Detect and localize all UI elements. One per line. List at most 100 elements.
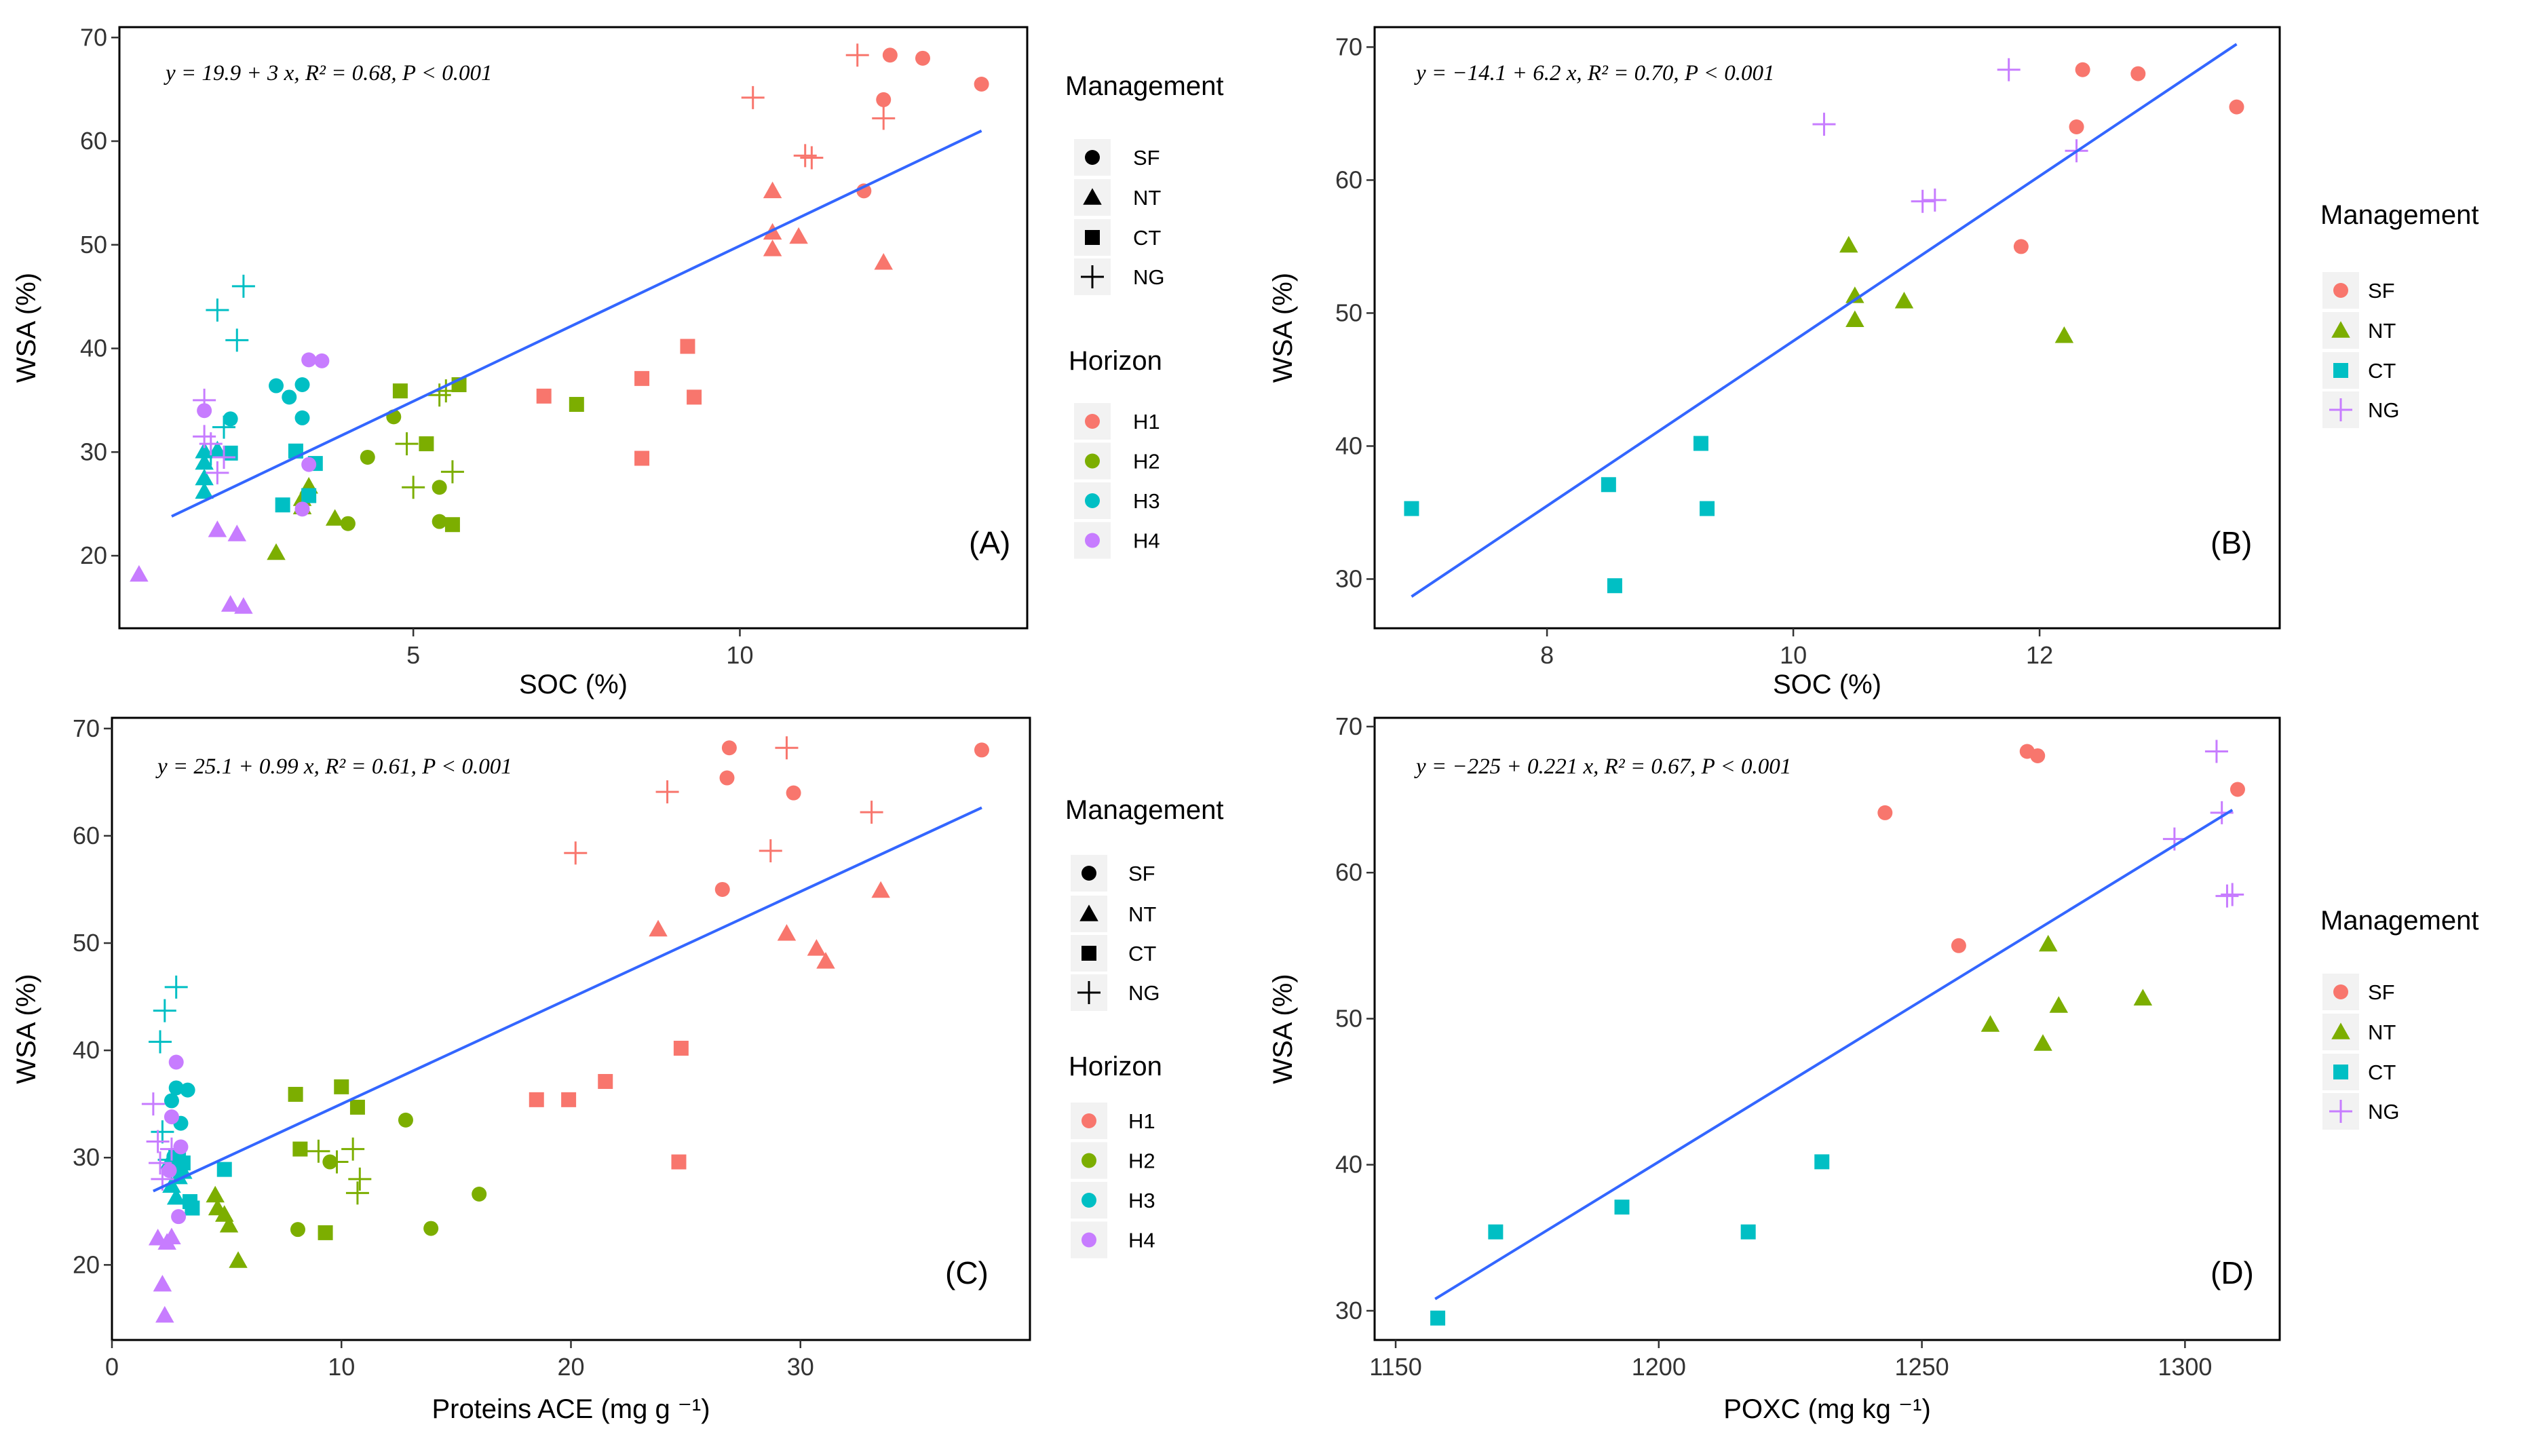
data-point [871, 881, 890, 898]
data-point [2054, 326, 2074, 343]
data-point [180, 1082, 195, 1098]
y-tick-label: 60 [73, 822, 100, 849]
data-point [275, 497, 290, 513]
legend-glyph-h1 [1085, 414, 1100, 429]
data-point [1951, 938, 1966, 953]
legend-label-ct: CT [1133, 226, 1161, 250]
legend-title-management: Management [1065, 795, 1223, 825]
y-axis-title: WSA (%) [12, 974, 41, 1084]
x-axis-title: SOC (%) [519, 670, 628, 700]
legend-label-ct: CT [2368, 359, 2396, 383]
data-point [221, 595, 240, 612]
legend: Management SF NT CT NG Horizon H1 H2 H3 H4 [1065, 71, 1223, 559]
data-point [212, 415, 236, 439]
y-tick-label: 70 [1335, 712, 1362, 740]
data-point [598, 1073, 613, 1089]
data-point [168, 1080, 184, 1096]
data-point [1980, 1015, 2000, 1032]
x-tick-label: 8 [1540, 641, 1554, 669]
legend-glyph-h2 [1082, 1153, 1096, 1168]
data-point [1814, 1154, 1830, 1170]
regression-equation: y = 19.9 + 3 x, R² = 0.68, P < 0.001 [164, 61, 492, 85]
data-point [419, 436, 434, 452]
legend-glyph-sf [1085, 150, 1100, 165]
data-point [1430, 1310, 1446, 1326]
data-point [1877, 805, 1893, 820]
data-point [634, 370, 650, 386]
legend: Management SF NT CT NG [2320, 906, 2479, 1130]
data-point [267, 543, 286, 560]
legend-glyph-ng [1081, 265, 1104, 288]
y-tick-label: 20 [80, 541, 107, 569]
legend-title-horizon: Horizon [1069, 346, 1162, 376]
legend-glyph-sf [1082, 866, 1096, 881]
data-point [155, 1305, 174, 1323]
y-tick-label: 50 [80, 231, 107, 258]
legend-glyph-h1 [1082, 1113, 1096, 1128]
data-point [2204, 740, 2228, 763]
x-tick-label: 1150 [1369, 1353, 1421, 1381]
legend-label-sf: SF [2368, 279, 2395, 303]
y-tick-label: 30 [73, 1143, 100, 1171]
data-point [193, 388, 216, 412]
y-tick-label: 60 [1335, 858, 1362, 886]
y-tick-label: 20 [73, 1250, 100, 1278]
regression-equation: y = −225 + 0.221 x, R² = 0.67, P < 0.001 [1414, 754, 1791, 779]
data-point [655, 780, 679, 804]
data-point [2069, 119, 2084, 135]
legend-label-ct: CT [2368, 1060, 2396, 1084]
data-point [2229, 99, 2244, 115]
data-point [1911, 189, 1934, 213]
legend-label-ct: CT [1128, 942, 1156, 965]
legend-glyph-nt [2331, 1022, 2350, 1039]
legend-glyph-ng [1077, 981, 1101, 1004]
chart-panel-b: 30 40 50 60 70 8 10 12 SOC (%) WSA (%) y = −14.1 +… [1268, 26, 2479, 700]
data-point [294, 377, 310, 393]
legend-label-nt: NT [2368, 319, 2396, 343]
legend-title-management: Management [2320, 906, 2479, 936]
data-point [1845, 310, 1864, 327]
data-point [2221, 883, 2244, 906]
data-point [173, 1139, 189, 1155]
legend-label-sf: SF [2368, 980, 2395, 1004]
data-point [1894, 292, 1914, 309]
data-point [301, 488, 317, 503]
data-point [793, 144, 817, 168]
data-point [649, 919, 668, 937]
regression-line [153, 806, 982, 1193]
data-point [325, 509, 345, 526]
x-tick-label: 10 [726, 641, 753, 669]
legend-label-h4: H4 [1133, 529, 1160, 553]
data-point [440, 460, 464, 484]
data-point [874, 253, 893, 270]
legend-glyph-ct [2333, 363, 2348, 378]
data-point [2038, 934, 2058, 952]
plot-border [111, 716, 1031, 1341]
panel-label: (C) [945, 1255, 989, 1290]
x-tick-label: 1300 [2158, 1353, 2212, 1381]
legend-label-h3: H3 [1133, 489, 1160, 513]
data-point [721, 740, 737, 756]
legend-label-h2: H2 [1128, 1149, 1155, 1173]
data-point [392, 383, 408, 399]
data-point [1923, 188, 1947, 212]
y-tick-label: 70 [73, 714, 100, 742]
data-point [759, 839, 782, 863]
data-point [2230, 782, 2245, 797]
data-point [1488, 1224, 1504, 1240]
legend-label-h4: H4 [1128, 1229, 1155, 1252]
data-point [634, 451, 650, 466]
data-point [529, 1092, 544, 1107]
data-point [166, 1187, 186, 1205]
data-point [860, 801, 883, 824]
legend-glyph-sf [2333, 984, 2348, 999]
data-point [227, 524, 247, 541]
data-point [763, 181, 782, 199]
legend-label-ng: NG [1133, 265, 1165, 289]
data-point [206, 299, 229, 322]
data-point [789, 227, 808, 244]
y-tick-label: 40 [1335, 432, 1362, 459]
legend-title-horizon: Horizon [1069, 1052, 1162, 1081]
x-axis-title: Proteins ACE (mg g ⁻¹) [432, 1394, 710, 1424]
data-point [719, 770, 735, 786]
